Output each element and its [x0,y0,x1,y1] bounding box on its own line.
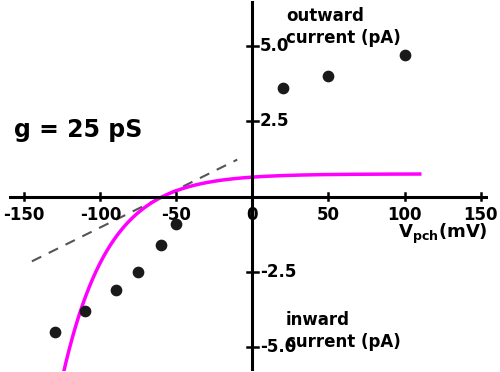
Point [279,85,287,91]
Text: 5.0: 5.0 [260,37,290,55]
Text: -50: -50 [162,206,192,224]
Text: -100: -100 [80,206,121,224]
Text: 0: 0 [246,206,258,224]
Point [172,221,180,227]
Text: -5.0: -5.0 [260,338,296,356]
Point [50,329,58,335]
Text: 100: 100 [388,206,422,224]
Text: inward
current (pA): inward current (pA) [286,311,401,351]
Point [81,308,89,314]
Text: -150: -150 [4,206,45,224]
Point [400,52,408,58]
Text: 2.5: 2.5 [260,112,290,130]
Text: $\mathbf{V}_{\mathbf{pch}}$$\mathbf{(mV)}$: $\mathbf{V}_{\mathbf{pch}}$$\mathbf{(mV)… [398,222,488,246]
Text: outward
current (pA): outward current (pA) [286,7,401,47]
Text: 50: 50 [317,206,340,224]
Point [324,73,332,79]
Point [112,287,120,293]
Text: -2.5: -2.5 [260,263,296,281]
Text: 150: 150 [464,206,498,224]
Point [134,269,142,275]
Text: g = 25 pS: g = 25 pS [14,118,142,142]
Point [157,242,165,248]
